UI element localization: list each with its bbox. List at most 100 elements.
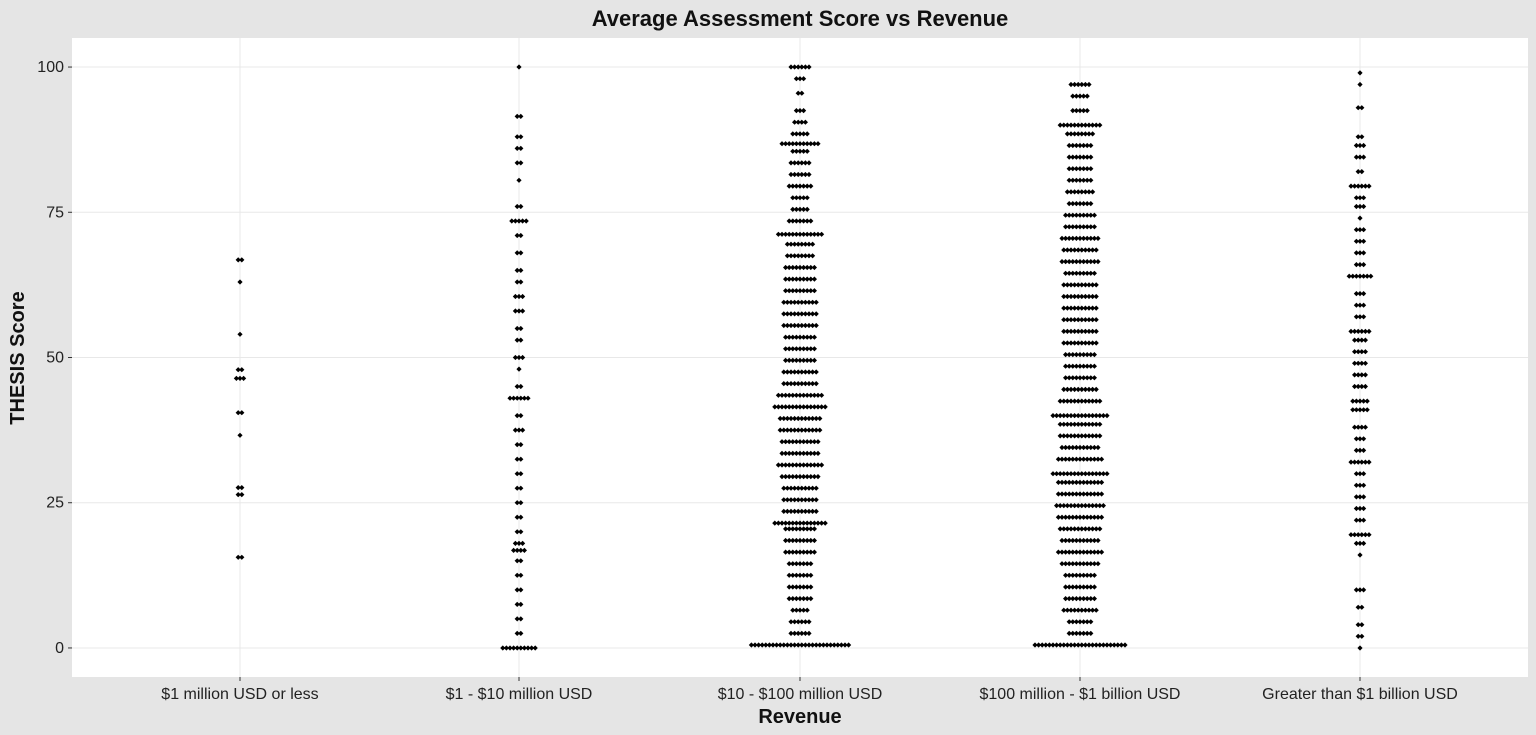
data-point: [788, 64, 794, 70]
data-point: [1361, 436, 1367, 442]
x-tick-label: $1 million USD or less: [161, 686, 318, 703]
data-point: [815, 439, 821, 445]
data-point: [1359, 105, 1365, 111]
data-point: [808, 474, 814, 480]
data-point: [1070, 619, 1076, 625]
data-point: [1079, 305, 1085, 311]
data-point: [801, 276, 807, 282]
data-point: [514, 630, 520, 636]
data-point: [1068, 122, 1074, 128]
data-point: [1063, 549, 1069, 555]
data-point: [793, 537, 799, 544]
data-point: [1081, 456, 1087, 462]
data-point: [1066, 177, 1072, 183]
data-point: [786, 537, 792, 544]
data-point: [520, 293, 526, 300]
data-point: [1075, 642, 1081, 648]
data-point: [1355, 633, 1361, 639]
data-point: [1079, 340, 1085, 346]
data-point: [1081, 514, 1087, 520]
data-point: [784, 427, 790, 433]
x-tick-label: $1 - $10 million USD: [446, 686, 593, 703]
data-point: [1357, 587, 1363, 593]
data-point: [1355, 424, 1361, 430]
data-point: [1063, 514, 1069, 520]
data-point: [518, 267, 524, 273]
data-point: [1068, 189, 1074, 195]
data-point: [793, 148, 799, 154]
data-point: [1064, 607, 1070, 613]
data-point: [1090, 328, 1096, 334]
data-point: [518, 250, 524, 256]
data-point: [783, 474, 789, 480]
data-point: [801, 346, 807, 352]
data-point: [1081, 537, 1087, 544]
data-point: [1073, 444, 1079, 451]
data-point: [1090, 122, 1096, 128]
data-point: [1081, 154, 1087, 160]
data-point: [784, 508, 790, 514]
data-point: [1090, 305, 1096, 311]
data-point: [1057, 526, 1063, 532]
data-point: [793, 231, 799, 237]
data-point: [1077, 572, 1083, 578]
data-point: [1090, 340, 1096, 346]
data-point: [1057, 503, 1063, 509]
data-point: [1359, 459, 1365, 465]
data-point: [518, 456, 524, 462]
data-point: [514, 558, 520, 564]
data-point: [788, 381, 794, 387]
data-point: [237, 375, 243, 381]
data-point: [797, 346, 803, 352]
data-point: [1081, 270, 1087, 276]
data-point: [1057, 471, 1063, 477]
data-point: [759, 642, 765, 648]
data-point: [1352, 424, 1358, 430]
data-point: [1082, 282, 1088, 288]
data-point: [1100, 642, 1106, 648]
data-point: [1352, 360, 1358, 366]
data-point: [1084, 491, 1090, 497]
data-point: [1088, 514, 1094, 520]
data-point: [1073, 212, 1079, 218]
data-point: [1082, 398, 1088, 404]
data-point: [1361, 291, 1367, 297]
data-point: [813, 485, 819, 491]
y-tick-label: 0: [55, 640, 64, 657]
data-point: [804, 537, 810, 544]
data-point: [792, 311, 798, 317]
data-point: [1072, 421, 1078, 427]
data-point: [1066, 456, 1072, 462]
data-point: [1077, 537, 1083, 544]
data-point: [793, 561, 799, 567]
data-point: [1088, 177, 1094, 183]
data-point: [813, 508, 819, 514]
data-point: [797, 462, 803, 468]
data-point: [811, 450, 817, 456]
data-point: [1084, 375, 1090, 381]
data-point: [1357, 645, 1363, 651]
data-point: [790, 183, 796, 189]
data-point: [783, 549, 789, 555]
data-point: [1063, 572, 1069, 578]
data-point: [1359, 622, 1365, 628]
data-point: [516, 64, 522, 70]
data-point: [781, 497, 787, 503]
data-point: [795, 508, 801, 514]
data-point: [518, 558, 524, 564]
data-point: [1353, 314, 1359, 320]
data-point: [1066, 270, 1072, 276]
data-point: [811, 334, 817, 340]
data-point: [801, 584, 807, 590]
data-point: [793, 195, 799, 201]
data-point: [804, 584, 810, 590]
data-point: [813, 497, 819, 503]
data-point: [1068, 471, 1074, 477]
data-point: [512, 354, 518, 361]
data-point: [1079, 607, 1085, 613]
data-point: [1357, 154, 1363, 160]
data-point: [781, 427, 787, 433]
data-point: [793, 392, 799, 398]
data-point: [808, 450, 814, 456]
data-point: [797, 231, 803, 237]
